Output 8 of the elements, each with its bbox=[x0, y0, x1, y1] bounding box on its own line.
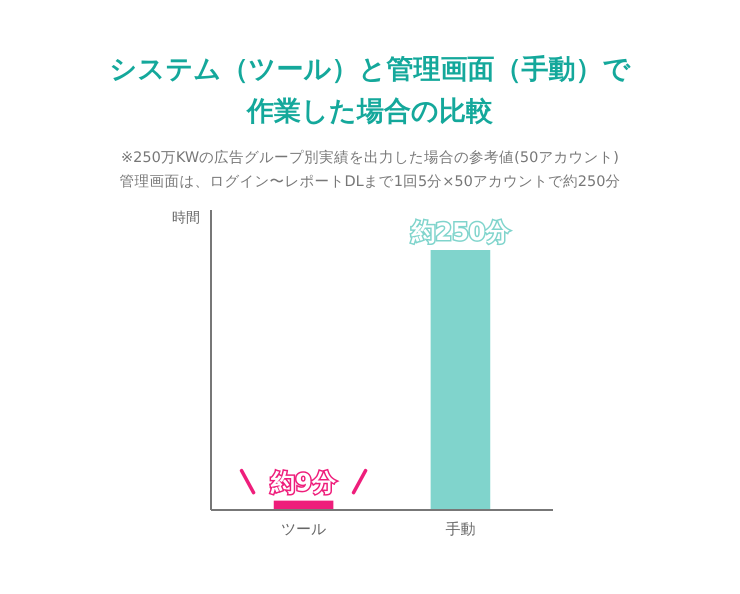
x-tick-label: ツール bbox=[281, 520, 326, 538]
chart-subtitle: ※250万KWの広告グループ別実績を出力した場合の参考値(50アカウント) bbox=[121, 149, 619, 166]
data-label: 約250分 bbox=[410, 218, 510, 246]
y-axis-title: 時間 bbox=[172, 210, 200, 226]
chart-title: システム（ツール）と管理画面（手動）で作業した場合の比較 bbox=[110, 54, 632, 127]
data-label: 約9分 bbox=[270, 468, 337, 497]
x-tick-label: 手動 bbox=[445, 520, 476, 538]
text: 管理画面は、ログイン〜レポートDLまで1回5分×50アカウントで約250分 bbox=[120, 173, 620, 190]
